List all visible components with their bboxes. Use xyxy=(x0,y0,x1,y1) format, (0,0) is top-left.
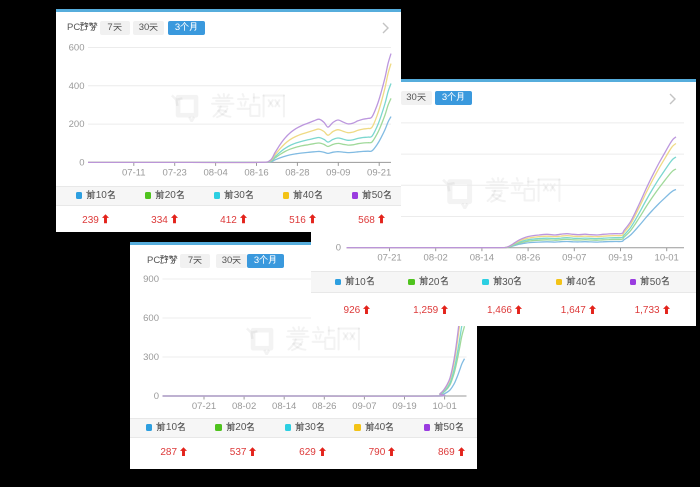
svg-text:600: 600 xyxy=(143,313,159,324)
svg-text:10-01: 10-01 xyxy=(432,401,456,412)
svg-text:09-09: 09-09 xyxy=(326,167,350,178)
svg-text:09-19: 09-19 xyxy=(392,401,416,412)
svg-text:08-26: 08-26 xyxy=(312,401,336,412)
svg-text:07-21: 07-21 xyxy=(192,401,216,412)
svg-text:07-21: 07-21 xyxy=(377,253,401,264)
svg-text:08-02: 08-02 xyxy=(232,401,256,412)
svg-text:0: 0 xyxy=(336,243,341,254)
svg-text:200: 200 xyxy=(69,119,85,130)
svg-text:0: 0 xyxy=(154,391,159,402)
svg-text:08-28: 08-28 xyxy=(285,167,309,178)
svg-text:09-19: 09-19 xyxy=(608,253,632,264)
svg-text:0: 0 xyxy=(79,157,84,168)
svg-text:08-14: 08-14 xyxy=(470,253,494,264)
svg-text:10-01: 10-01 xyxy=(655,253,679,264)
svg-text:08-16: 08-16 xyxy=(244,167,268,178)
svg-text:09-07: 09-07 xyxy=(562,253,586,264)
svg-text:08-04: 08-04 xyxy=(203,167,227,178)
svg-text:09-07: 09-07 xyxy=(352,401,376,412)
svg-text:09-21: 09-21 xyxy=(367,167,391,178)
svg-text:400: 400 xyxy=(69,81,85,92)
svg-text:300: 300 xyxy=(143,352,159,363)
svg-text:07-23: 07-23 xyxy=(163,167,187,178)
svg-text:07-11: 07-11 xyxy=(122,167,146,178)
svg-text:900: 900 xyxy=(143,274,159,285)
svg-text:08-14: 08-14 xyxy=(272,401,296,412)
svg-text:600: 600 xyxy=(69,43,85,54)
svg-text:08-26: 08-26 xyxy=(516,253,540,264)
svg-text:08-02: 08-02 xyxy=(424,253,448,264)
